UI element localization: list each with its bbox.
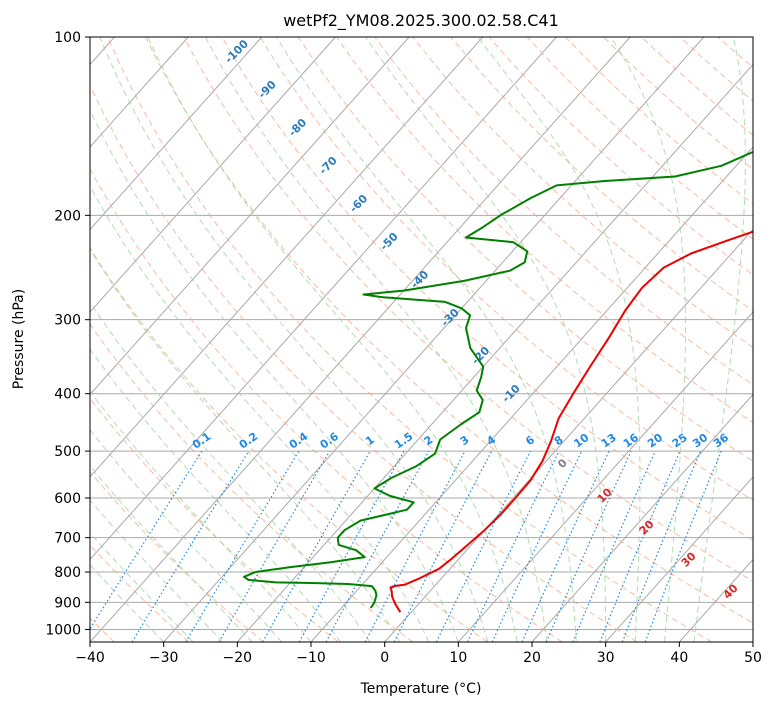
x-tick-label: −30 xyxy=(149,650,179,666)
isotherm-line xyxy=(752,641,753,642)
moist-adiabat-line xyxy=(90,348,341,642)
moist-adiabat-line xyxy=(90,301,371,642)
y-tick-label: 600 xyxy=(54,491,81,507)
y-tick-label: 300 xyxy=(54,313,81,329)
plot-frame xyxy=(89,36,754,643)
isotherm-line xyxy=(605,476,753,642)
moist-adiabat-line xyxy=(90,108,459,642)
x-tick-label: −10 xyxy=(296,650,326,666)
moist-adiabat-line xyxy=(693,37,746,642)
mixing-ratio-line xyxy=(621,450,702,642)
mixing-ratio-line xyxy=(599,450,681,642)
y-axis: 100 200 300 400 500 600 700 800 900 1000 xyxy=(45,30,90,638)
y-tick-label: 100 xyxy=(54,30,81,46)
moist-adiabat-line xyxy=(99,37,489,642)
pressure-gridlines xyxy=(90,37,753,630)
moist-adiabat-line xyxy=(610,37,686,642)
dry-adiabat-line xyxy=(374,37,753,386)
mixing-ratio-line xyxy=(521,450,610,642)
moist-adiabat-line xyxy=(90,465,253,642)
moist-adiabat-line xyxy=(90,429,282,642)
dry-adiabat-line xyxy=(90,471,264,642)
dry-adiabat-line xyxy=(412,37,753,349)
mixing-ratio-line xyxy=(435,450,531,642)
mixing-ratio-line xyxy=(644,450,722,642)
profile-series xyxy=(243,150,753,613)
mixing-ratio-line xyxy=(131,450,250,642)
dry-adiabat-line xyxy=(90,84,638,642)
mixing-ratio-line xyxy=(572,450,656,642)
isotherm-line xyxy=(90,37,336,313)
isotherm-line xyxy=(457,311,753,642)
dry-adiabat-line xyxy=(756,37,775,642)
y-tick-label: 400 xyxy=(54,387,81,403)
dry-adiabat-line xyxy=(90,323,414,642)
x-axis: −40 −30 −20 −10 0 10 20 30 40 50 xyxy=(75,642,762,666)
dry-adiabat-line xyxy=(450,37,753,312)
x-axis-label: Temperature (°C) xyxy=(360,681,482,697)
temperature-line xyxy=(389,230,753,613)
isotherm-line xyxy=(90,37,410,396)
moist-adiabat-line xyxy=(90,390,312,642)
x-tick-label: 30 xyxy=(597,650,615,666)
dry-adiabat-line xyxy=(107,37,712,642)
moist-adiabat-line xyxy=(365,37,607,642)
y-tick-label: 200 xyxy=(54,208,81,224)
moist-adiabat-line xyxy=(205,37,548,642)
x-tick-label: −40 xyxy=(75,650,105,666)
moist-adiabat-line xyxy=(90,248,400,642)
isotherm-line xyxy=(90,37,484,478)
chart-title: wetPf2_YM08.2025.300.02.58.C41 xyxy=(283,11,559,31)
mixing-ratio-line xyxy=(325,450,430,642)
x-tick-label: 20 xyxy=(523,650,541,666)
dry-adiabat-line xyxy=(336,37,753,424)
x-tick-label: −20 xyxy=(223,650,253,666)
isotherm-line xyxy=(236,63,753,642)
moist-adiabat-line xyxy=(477,37,641,642)
mixing-ratio-lines xyxy=(90,450,722,642)
mixing-ratio-line xyxy=(90,450,203,630)
moist-adiabat-line xyxy=(147,37,518,642)
isotherm-line xyxy=(90,37,263,231)
isotherm-line xyxy=(90,37,631,642)
y-tick-label: 1000 xyxy=(45,622,81,638)
dewpoint-line xyxy=(243,150,753,609)
x-tick-label: 50 xyxy=(744,650,762,666)
dry-adiabats xyxy=(90,37,775,642)
dry-adiabat-line xyxy=(90,247,488,642)
y-tick-label: 500 xyxy=(54,444,81,460)
x-tick-label: 0 xyxy=(380,650,389,666)
dry-adiabat-line xyxy=(90,544,190,642)
isotherm-line xyxy=(90,37,557,561)
isotherm-line xyxy=(531,393,753,642)
dry-adiabat-line xyxy=(90,397,339,642)
y-axis-label: Pressure (hPa) xyxy=(11,289,27,389)
y-tick-label: 800 xyxy=(54,565,81,581)
mixing-ratio-line xyxy=(262,450,371,642)
mixing-ratio-line xyxy=(545,450,632,642)
dry-adiabat-line xyxy=(90,167,563,642)
mixing-ratio-line xyxy=(393,450,493,642)
x-tick-label: 10 xyxy=(449,650,467,666)
isotherm-line xyxy=(90,37,189,148)
y-tick-label: 700 xyxy=(54,531,81,547)
isotherm-line xyxy=(384,228,753,642)
isotherm-line xyxy=(163,37,705,642)
x-tick-label: 40 xyxy=(670,650,688,666)
mixing-ratio-line xyxy=(298,450,405,642)
y-tick-label: 900 xyxy=(54,595,81,611)
isotherms xyxy=(90,37,753,642)
dry-adiabat-line xyxy=(145,37,753,624)
isotherm-line xyxy=(310,146,753,642)
